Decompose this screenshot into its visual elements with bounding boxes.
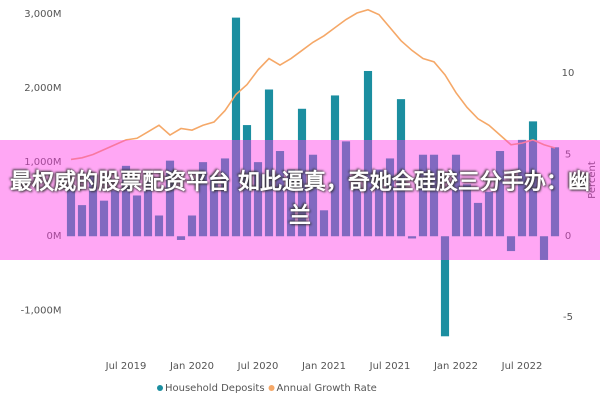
bar (396, 99, 406, 237)
y-tick-label: 2,000M (24, 83, 61, 94)
y-tick-label: 1,000M (24, 157, 61, 168)
y-tick-label: -1,000M (21, 305, 62, 316)
y2-axis-label: Percent (587, 161, 598, 199)
bar (517, 139, 527, 237)
bar (539, 236, 549, 260)
bar (198, 162, 208, 237)
bar (297, 108, 307, 237)
bar (341, 141, 351, 237)
bar (528, 121, 538, 237)
legend-marker (157, 385, 163, 391)
bar (550, 147, 560, 237)
bar (187, 215, 197, 237)
banner: 最权威的股票配资平台 如此逼真，奇她全硅胶三分手办：幽兰 (0, 140, 600, 260)
bar (275, 151, 285, 237)
bar (462, 184, 472, 237)
bar (418, 154, 428, 237)
bar (330, 95, 340, 237)
bar (66, 186, 76, 237)
bar (352, 184, 362, 237)
y2-tick-label: 10 (562, 68, 575, 79)
y2-tick-label: 5 (565, 150, 571, 161)
bar (308, 154, 318, 237)
x-tick-label: Jul 2020 (237, 361, 279, 372)
x-tick-label: Jan 2022 (433, 361, 478, 372)
bar (506, 236, 516, 252)
bar (231, 17, 241, 237)
y2-tick-label: -5 (563, 312, 573, 323)
bar (429, 154, 439, 237)
bar (121, 165, 131, 237)
bar (176, 236, 186, 240)
x-tick-label: Jul 2022 (501, 361, 543, 372)
bar (385, 158, 395, 237)
bar (220, 158, 230, 237)
bar (154, 215, 164, 237)
bar (77, 205, 87, 237)
bar (242, 125, 252, 237)
legend-label: Household Deposits (165, 383, 265, 394)
y2-tick-label: 0 (565, 231, 571, 242)
bar (209, 175, 219, 237)
bar (143, 180, 153, 237)
bar (451, 154, 461, 237)
bar (253, 162, 263, 237)
bar (495, 151, 505, 237)
legend-label: Annual Growth Rate (277, 383, 377, 394)
banner-text: 最权威的股票配资平台 如此逼真，奇她全硅胶三分手办：幽兰 (10, 170, 590, 229)
bar (319, 210, 329, 237)
bar (132, 195, 142, 237)
bar (264, 89, 274, 237)
legend-marker (268, 385, 275, 391)
bar (484, 191, 494, 237)
bar (165, 160, 175, 237)
y-tick-label: 0M (47, 231, 62, 242)
bar (99, 200, 109, 237)
x-tick-label: Jan 2021 (301, 361, 346, 372)
bar (407, 236, 417, 239)
bar (440, 236, 450, 337)
bar (110, 190, 120, 237)
bar (374, 169, 384, 237)
y-tick-label: 3,000M (24, 9, 61, 20)
bar (473, 202, 483, 237)
x-tick-label: Jul 2019 (105, 361, 147, 372)
x-tick-label: Jul 2021 (369, 361, 411, 372)
bar (88, 175, 98, 237)
line (70, 8, 556, 161)
x-tick-label: Jan 2020 (169, 361, 214, 372)
bar (286, 169, 296, 237)
bar (363, 70, 373, 237)
